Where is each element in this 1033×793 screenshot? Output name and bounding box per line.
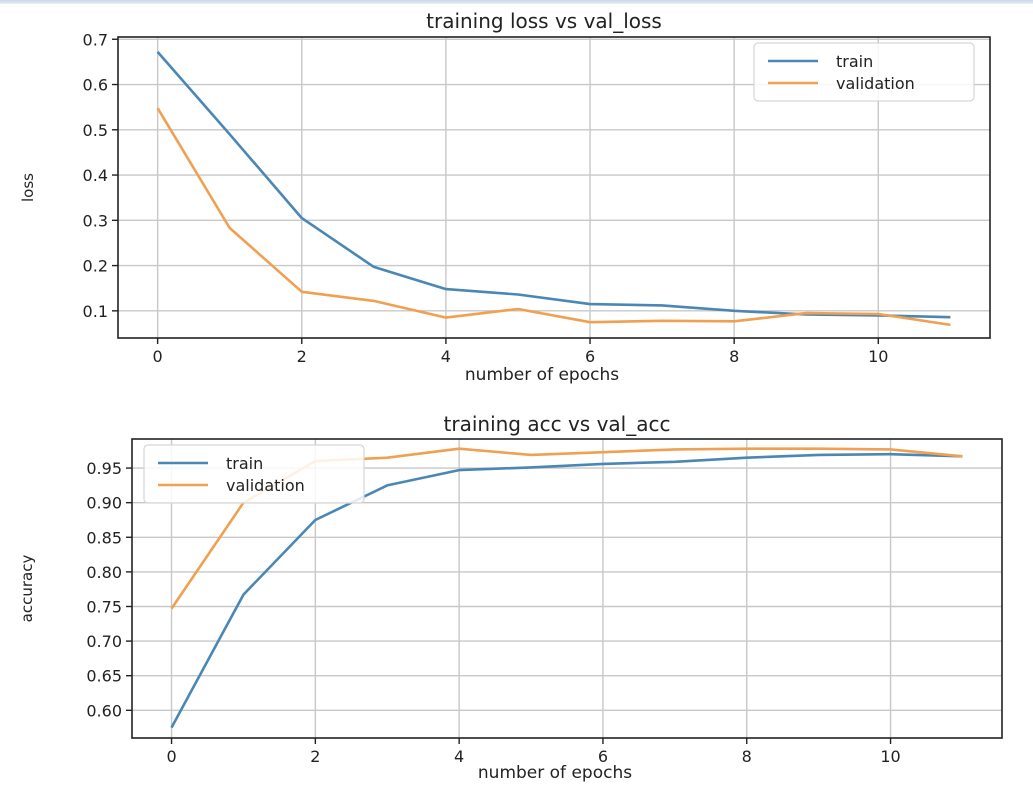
accuracy-chart: 0 2 4 6 8 10 0.60 0.65 0.70 0.75 0.80 0.85 0.90 0.95 t… [18,412,1003,783]
y-tick-label: 0.5 [83,121,108,140]
y-tick-label: 0.4 [83,166,108,185]
legend-label-train: train [226,454,263,473]
y-tick-label: 0.80 [86,563,122,582]
x-axis-label: number of epochs [478,763,632,783]
chart-title: training loss vs val_loss [426,9,662,33]
legend-label-validation: validation [226,476,305,495]
x-tick-label: 10 [880,747,900,766]
x-tick-label: 8 [729,347,739,366]
x-tick-label: 10 [868,347,888,366]
chart-title: training acc vs val_acc [444,412,671,436]
y-tick-label: 0.65 [86,667,122,686]
x-tick-label: 2 [297,347,307,366]
y-tick-label: 0.1 [83,302,108,321]
y-tick-label: 0.90 [86,494,122,513]
y-tick-label: 0.2 [83,257,108,276]
x-tick-label: 6 [598,747,608,766]
x-tick-label: 2 [310,747,320,766]
y-axis-label: loss [19,173,37,202]
plot-frame [117,36,991,339]
legend-box [143,444,365,504]
series-line-validation [156,107,951,327]
legend-box [753,42,975,102]
x-axis-label: number of epochs [465,365,619,385]
x-tick-label: 8 [742,747,752,766]
x-tick-label: 4 [441,347,451,366]
y-tick-label: 0.7 [83,30,108,49]
plot-frame [131,438,1003,739]
legend-label-train: train [836,52,873,71]
y-tick-label: 0.70 [86,632,122,651]
x-tick-label: 0 [166,747,176,766]
y-tick-label: 0.3 [83,211,108,230]
series-line-train [170,452,963,729]
y-tick-label: 0.85 [86,528,122,547]
series-line-train [156,51,951,319]
y-tick-label: 0.75 [86,597,122,616]
top-border [0,0,1033,4]
y-tick-label: 0.95 [86,459,122,478]
x-tick-label: 4 [454,747,464,766]
loss-chart: 0 2 4 6 8 10 0.1 0.2 0.3 0.4 0.5 0.6 0.7 training los… [19,9,991,385]
y-tick-label: 0.6 [83,76,108,95]
legend-label-validation: validation [836,74,915,93]
y-axis-label: accuracy [18,555,36,623]
y-tick-label: 0.60 [86,701,122,720]
x-tick-label: 0 [153,347,163,366]
x-tick-label: 6 [585,347,595,366]
